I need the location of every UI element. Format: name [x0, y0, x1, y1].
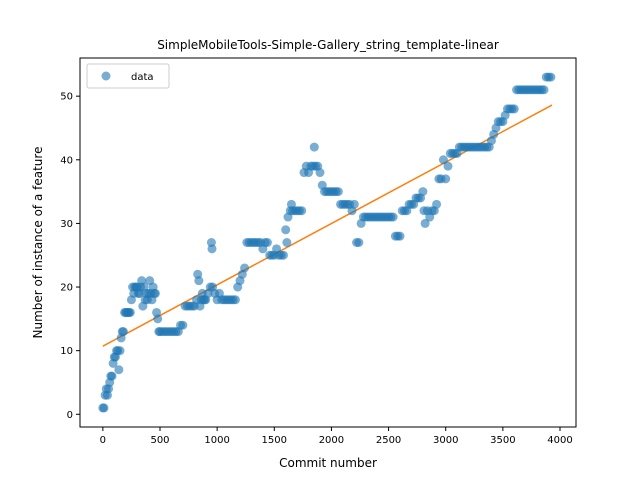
- y-tick-label: 10: [60, 346, 73, 357]
- data-point: [115, 346, 125, 356]
- data-point: [438, 155, 448, 165]
- data-point: [420, 218, 430, 228]
- x-axis-label: Commit number: [279, 456, 377, 470]
- data-point: [539, 85, 549, 95]
- axes-frame: [79, 57, 577, 428]
- data-point: [315, 168, 325, 178]
- x-tick-label: 2500: [376, 435, 401, 446]
- data-point: [114, 365, 124, 375]
- y-tick-label: 20: [60, 283, 73, 294]
- data-point: [418, 187, 428, 197]
- data-point: [354, 238, 364, 247]
- data-point: [118, 327, 128, 337]
- data-point: [546, 72, 556, 82]
- legend: data: [86, 63, 170, 89]
- legend-marker-data: [101, 71, 111, 81]
- data-point: [178, 320, 188, 330]
- x-tick-label: 3000: [433, 435, 458, 446]
- data-point: [194, 276, 204, 286]
- data-point: [281, 225, 291, 235]
- data-point: [509, 104, 519, 114]
- scatter-layer: [98, 72, 556, 413]
- data-point: [150, 288, 160, 298]
- y-tick-label: 30: [60, 219, 73, 230]
- chart-title: SimpleMobileTools-Simple-Gallery_string_…: [157, 38, 499, 52]
- x-tick-label: 2000: [319, 435, 344, 446]
- x-tick-label: 500: [150, 435, 169, 446]
- data-point: [388, 212, 398, 222]
- data-point: [441, 174, 451, 184]
- x-tick-label: 0: [100, 435, 106, 446]
- data-point: [297, 206, 307, 216]
- legend-box: [86, 63, 170, 89]
- data-point: [125, 307, 135, 317]
- data-point: [309, 142, 319, 152]
- data-point: [99, 403, 109, 413]
- data-point: [282, 238, 292, 247]
- y-tick-label: 40: [60, 155, 73, 166]
- legend-label-data: data: [131, 72, 154, 83]
- x-tick-label: 3500: [490, 435, 515, 446]
- data-point: [432, 199, 442, 209]
- y-tick-label: 50: [60, 92, 73, 103]
- data-point: [153, 314, 163, 324]
- data-point: [349, 199, 359, 209]
- data-point: [240, 263, 250, 273]
- x-tick-label: 1500: [262, 435, 287, 446]
- data-point: [395, 231, 405, 241]
- x-tick-label: 1000: [204, 435, 229, 446]
- data-point: [262, 238, 272, 247]
- y-tick-label: 0: [67, 410, 73, 421]
- x-tick-label: 4000: [547, 435, 572, 446]
- data-point: [107, 371, 117, 381]
- data-point: [333, 187, 343, 197]
- data-point: [207, 244, 217, 254]
- data-point: [443, 161, 453, 171]
- axes-layer: 0 500 1000 1500 2000 2500 3000 3500 4000 0 10 20 30 4…: [60, 57, 577, 446]
- data-point: [278, 250, 288, 260]
- data-point: [230, 295, 240, 305]
- y-axis-label: Number of instance of a feature: [31, 147, 45, 339]
